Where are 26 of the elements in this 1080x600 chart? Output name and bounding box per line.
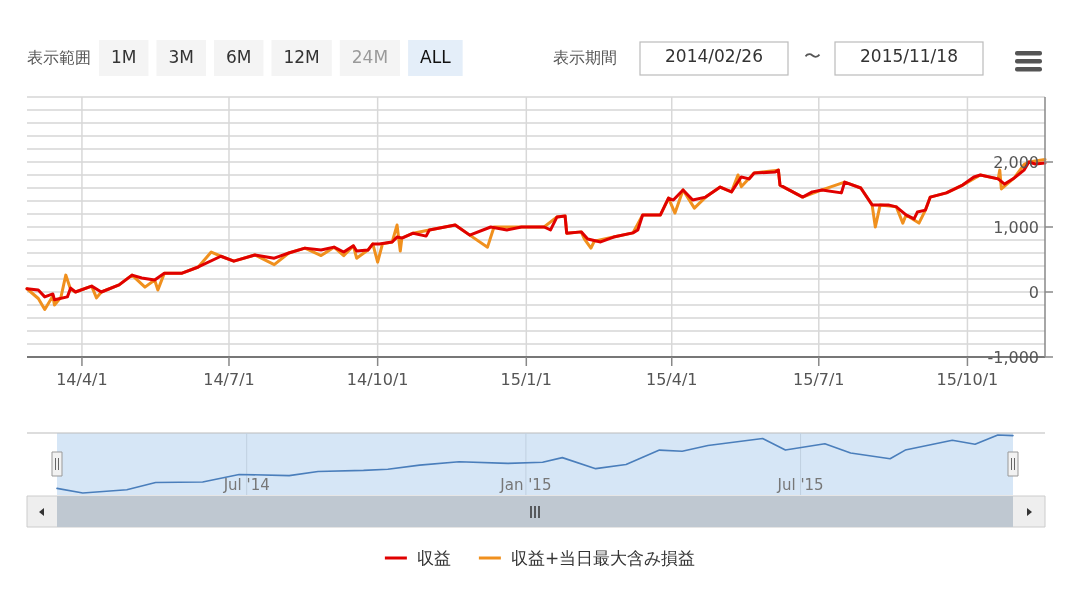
x-tick-label: 14/10/1 xyxy=(346,370,409,389)
text: 6M xyxy=(225,47,252,67)
x-tick-label: Jul '15 xyxy=(776,476,824,494)
legend-label: 収益 xyxy=(416,548,451,568)
x-tick-label: Jul '14 xyxy=(222,476,270,494)
x-tick-label: 14/7/1 xyxy=(203,370,255,389)
text: 表示範囲 xyxy=(27,48,91,67)
text: 〜 xyxy=(803,46,821,66)
text: 3M xyxy=(168,47,194,67)
y-tick-label: 1,000 xyxy=(993,217,1039,237)
x-tick-label: 15/7/1 xyxy=(793,370,845,389)
x-tick-label: 15/10/1 xyxy=(936,370,999,389)
x-tick-label: 15/1/1 xyxy=(500,370,553,389)
text: 表示期間 xyxy=(553,48,617,67)
text: 2014/02/26 xyxy=(665,46,763,66)
text: 24M xyxy=(351,47,389,67)
text: ALL xyxy=(420,47,452,67)
text: 2015/11/18 xyxy=(860,46,958,66)
y-tick-label: 2,000 xyxy=(993,152,1039,172)
text: 1M xyxy=(111,47,137,67)
y-tick-label: 0 xyxy=(1028,282,1039,302)
x-tick-label: Jan '15 xyxy=(499,476,552,494)
x-tick-label: 14/4/1 xyxy=(56,370,108,389)
legend-label: 収益+当日最大含み損益 xyxy=(510,548,696,568)
text: 12M xyxy=(283,47,320,67)
x-tick-label: 15/4/1 xyxy=(645,370,698,389)
